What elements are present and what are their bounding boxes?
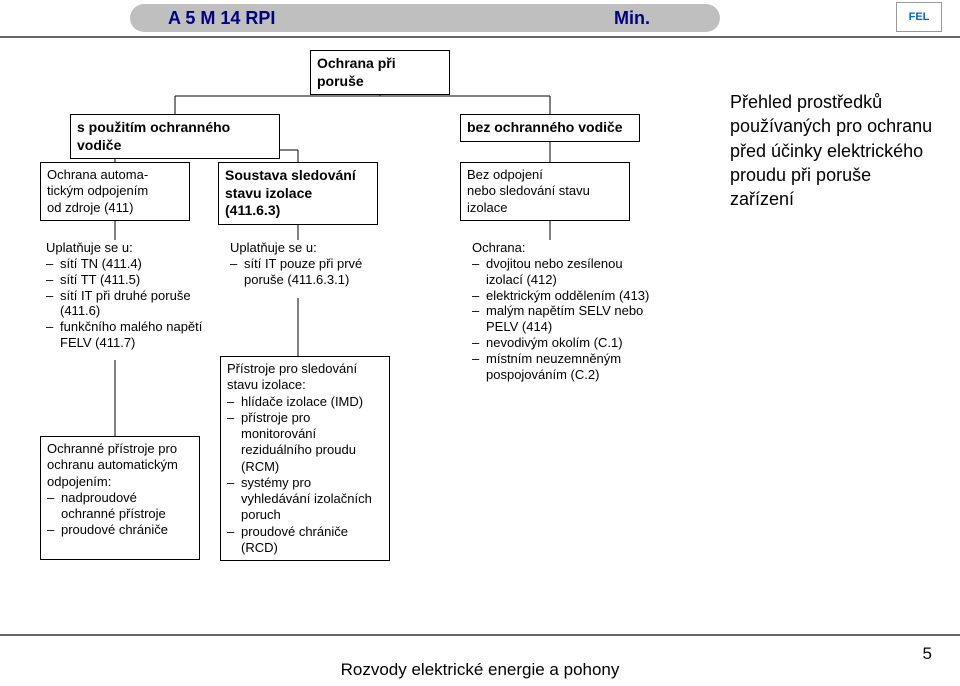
node-l1: Ochrana automa-tickým odpojenímod zdroje… bbox=[40, 162, 190, 221]
footer-title: Rozvody elektrické energie a pohony bbox=[0, 660, 960, 680]
node-right: bez ochranného vodiče bbox=[460, 114, 640, 142]
course-code: A 5 M 14 RPI bbox=[168, 8, 275, 29]
node-r1: Bez odpojenínebo sledování stavuizolace bbox=[460, 162, 630, 221]
text-t3: Ochrana:dvojitou nebo zesílenou izolací … bbox=[472, 240, 652, 383]
text-t1: Uplatňuje se u:sítí TN (411.4)sítí TT (4… bbox=[46, 240, 216, 351]
header-pill: A 5 M 14 RPI Min. bbox=[130, 4, 720, 32]
page-number: 5 bbox=[923, 644, 932, 664]
fel-logo: FEL bbox=[896, 2, 942, 32]
node-l4: Přístroje pro sledování stavu izolace:hl… bbox=[220, 356, 390, 561]
divider-bottom bbox=[0, 634, 960, 636]
node-left: s použitím ochranného vodiče bbox=[70, 114, 280, 159]
node-l3: Ochranné přístroje pro ochranu automatic… bbox=[40, 436, 200, 560]
summary-text: Přehled prostředků používaných pro ochra… bbox=[730, 90, 940, 211]
header-right-text: Min. bbox=[614, 8, 650, 29]
text-t2: Uplatňuje se u:sítí IT pouze při prvé po… bbox=[230, 240, 390, 288]
slide-header: A 5 M 14 RPI Min. bbox=[130, 4, 940, 32]
divider-top bbox=[0, 36, 960, 38]
node-l2: Soustava sledovánístavu izolace(411.6.3) bbox=[218, 162, 378, 225]
node-root: Ochrana při poruše bbox=[310, 50, 450, 95]
